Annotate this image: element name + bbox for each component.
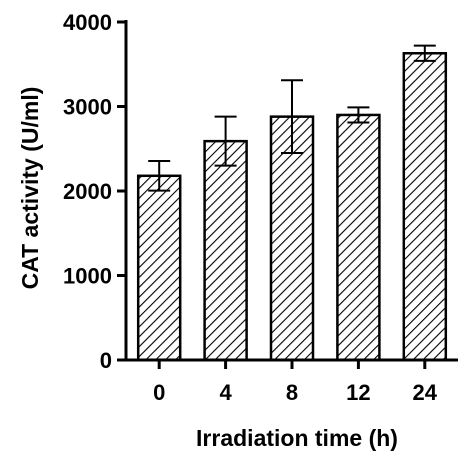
x-tick-label-8: 8 xyxy=(286,380,298,405)
x-ticks-group: 0 4 8 12 24 xyxy=(153,360,438,405)
y-tick-label: 0 xyxy=(100,348,112,373)
y-tick-label: 4000 xyxy=(63,10,112,35)
bar-24 xyxy=(402,52,448,362)
y-ticks-group: 0 1000 2000 3000 4000 xyxy=(63,10,126,373)
y-axis-title: CAT activity (U/ml) xyxy=(17,87,43,290)
y-tick-label: 2000 xyxy=(63,179,112,204)
x-axis-title: Irradiation time (h) xyxy=(196,425,398,451)
x-tick-label-0: 0 xyxy=(153,380,165,405)
bar-0 xyxy=(136,174,182,362)
error-bars-group xyxy=(148,44,436,192)
bar-12 xyxy=(336,113,381,362)
x-tick-label-4: 4 xyxy=(219,380,232,405)
x-tick-label-12: 12 xyxy=(346,380,370,405)
y-tick-label: 1000 xyxy=(63,264,112,289)
y-tick-label: 3000 xyxy=(63,95,112,120)
x-tick-label-24: 24 xyxy=(413,380,438,405)
bar-4 xyxy=(203,139,248,362)
